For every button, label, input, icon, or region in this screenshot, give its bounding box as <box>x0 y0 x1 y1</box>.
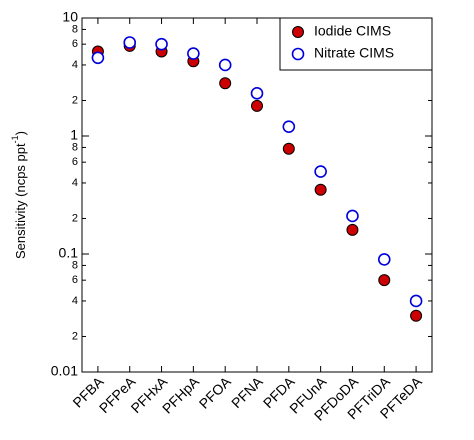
marker <box>409 294 423 308</box>
y-tick-label: 8 <box>72 259 78 271</box>
y-tick-label: 4 <box>72 295 78 307</box>
marker <box>155 37 168 51</box>
y-tick-label: 8 <box>72 141 78 153</box>
y-tick-label: 10 <box>62 9 78 25</box>
legend-label: Iodide CIMS <box>314 23 391 39</box>
y-tick-label: 4 <box>72 59 78 71</box>
marker <box>410 309 423 322</box>
marker <box>346 223 359 236</box>
x-tick-label: PFNA <box>228 373 266 411</box>
y-tick-label: 8 <box>72 23 78 35</box>
marker <box>346 209 359 223</box>
marker <box>314 183 327 196</box>
y-tick-label: 0.1 <box>59 245 79 261</box>
y-tick-label: 2 <box>72 94 78 106</box>
marker <box>123 36 137 49</box>
y-tick-label: 1 <box>70 127 78 143</box>
marker <box>282 142 295 155</box>
marker <box>91 51 105 65</box>
marker <box>251 99 263 112</box>
y-tick-label: 0.01 <box>51 363 78 379</box>
marker <box>218 58 232 72</box>
marker <box>250 87 264 100</box>
legend-marker <box>291 47 305 61</box>
marker <box>282 120 296 133</box>
legend-label: Nitrate CIMS <box>314 45 394 61</box>
y-tick-label: 2 <box>72 330 78 342</box>
y-tick-label: 6 <box>72 274 78 286</box>
y-tick-label: 6 <box>72 38 78 50</box>
y-tick-label: 6 <box>72 156 78 168</box>
legend-box <box>279 17 433 71</box>
marker <box>377 253 391 266</box>
y-tick-label: 4 <box>72 177 78 189</box>
y-axis-label-sup: -1 <box>10 135 20 143</box>
marker <box>187 47 200 60</box>
y-axis-label-text: Sensitivity (ncps ppt <box>13 143 28 259</box>
marker <box>378 274 391 287</box>
y-axis-label: Sensitivity (ncps ppt-1) <box>10 131 28 259</box>
legend-marker <box>292 26 304 38</box>
marker <box>219 77 232 90</box>
x-tick-label: PFHpA <box>159 373 203 417</box>
y-tick-label: 2 <box>72 212 78 224</box>
marker <box>314 165 327 178</box>
plot-frame <box>81 17 433 373</box>
x-tick-label: PFOA <box>196 373 235 412</box>
y-axis-label-end: ) <box>13 131 28 135</box>
